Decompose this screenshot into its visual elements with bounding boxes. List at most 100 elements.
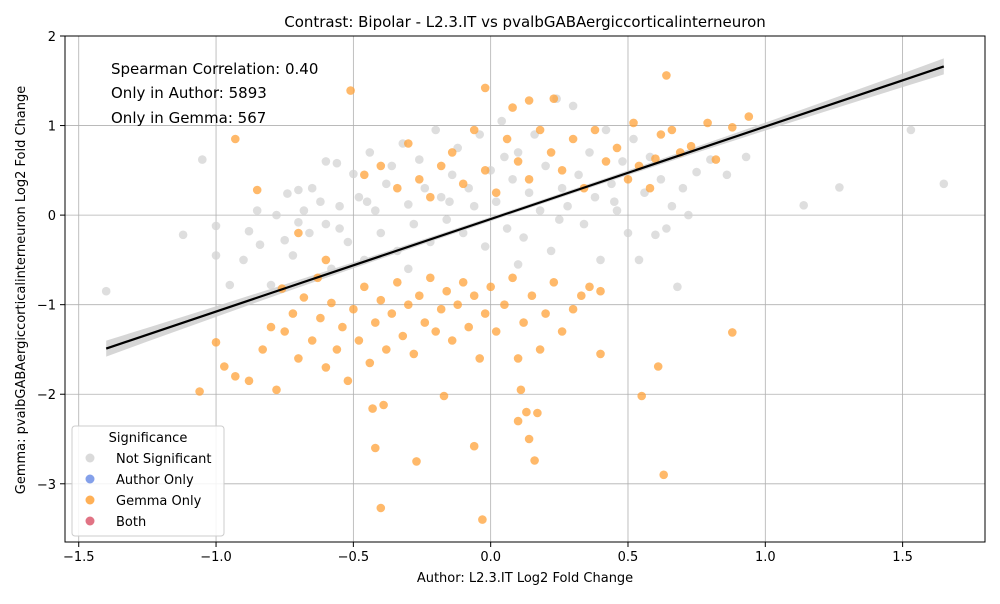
data-point <box>393 278 402 287</box>
data-point <box>349 169 358 179</box>
data-point <box>728 328 737 337</box>
data-point <box>368 404 377 413</box>
data-point <box>610 197 619 206</box>
x-axis-ticks: −1.5 −1.0 −0.5 0.0 0.5 1.0 1.5 <box>63 542 913 565</box>
data-point <box>475 354 485 363</box>
series-gemma-only <box>195 71 754 524</box>
legend-title: Significance <box>109 431 188 446</box>
data-point <box>436 192 446 202</box>
data-point <box>491 327 501 336</box>
data-point <box>453 300 463 310</box>
data-point <box>332 345 342 354</box>
data-point <box>692 167 701 177</box>
data-point <box>431 125 441 135</box>
legend-marker <box>85 474 95 484</box>
data-point <box>656 130 666 139</box>
data-point <box>439 391 449 401</box>
legend-marker <box>85 495 95 505</box>
x-tick-label: −1.0 <box>200 550 232 565</box>
data-point <box>335 224 344 233</box>
data-point <box>577 291 586 301</box>
data-point <box>436 304 446 314</box>
data-point <box>662 224 671 233</box>
data-point <box>294 218 303 227</box>
data-point <box>458 179 468 189</box>
data-point <box>404 200 413 209</box>
data-point <box>530 456 539 465</box>
y-tick-label: 1 <box>48 120 56 135</box>
data-point <box>497 116 507 126</box>
spearman-annotation: Spearman Correlation: 0.40 <box>111 60 318 78</box>
data-point <box>541 161 550 171</box>
data-point <box>480 166 490 175</box>
y-tick-label: −1 <box>37 299 56 314</box>
data-point <box>415 175 424 184</box>
data-point <box>382 179 391 189</box>
data-point <box>491 188 501 197</box>
data-point <box>305 228 314 238</box>
data-point <box>744 112 754 121</box>
data-point <box>513 354 523 363</box>
data-point <box>294 354 303 363</box>
x-axis-label: Author: L2.3.IT Log2 Fold Change <box>417 571 633 586</box>
x-tick-label: −0.5 <box>338 550 370 565</box>
data-point <box>480 242 490 251</box>
data-point <box>288 309 298 318</box>
y-tick-label: 2 <box>48 30 56 45</box>
data-point <box>458 278 468 287</box>
y-tick-label: 0 <box>48 209 56 224</box>
data-point <box>426 192 435 202</box>
data-point <box>612 143 622 153</box>
legend-marker <box>85 516 95 526</box>
data-point <box>524 96 534 105</box>
data-point <box>436 161 446 171</box>
data-point <box>415 155 424 164</box>
data-point <box>294 185 303 195</box>
data-point <box>480 83 490 93</box>
data-point <box>645 183 655 193</box>
data-point <box>667 201 677 211</box>
legend-box <box>71 425 225 537</box>
data-point <box>231 134 240 144</box>
data-point <box>382 345 391 354</box>
data-point <box>299 293 309 302</box>
data-point <box>524 175 534 184</box>
data-point <box>442 286 452 296</box>
data-point <box>288 251 298 260</box>
data-point <box>508 175 517 184</box>
data-point <box>596 255 605 265</box>
data-point <box>469 125 479 135</box>
data-point <box>420 318 430 327</box>
data-point <box>343 376 353 386</box>
data-point <box>653 362 663 371</box>
y-tick-label: −2 <box>37 388 56 403</box>
data-point <box>409 349 419 359</box>
data-point <box>376 503 386 513</box>
data-point <box>500 300 509 310</box>
data-point <box>252 185 262 195</box>
data-point <box>555 215 564 224</box>
data-point <box>404 139 413 148</box>
data-point <box>360 170 369 180</box>
data-point <box>220 362 229 371</box>
data-point <box>486 282 496 292</box>
legend-label: Gemma Only <box>116 494 202 509</box>
data-point <box>651 230 660 240</box>
data-point <box>349 304 358 314</box>
data-point <box>458 228 468 238</box>
legend: Significance Not Significant Author Only G… <box>71 425 225 537</box>
data-point <box>939 179 949 189</box>
data-point <box>541 309 550 318</box>
x-tick-label: −1.5 <box>63 550 95 565</box>
data-point <box>502 224 512 233</box>
data-point <box>618 157 627 166</box>
legend-marker <box>85 453 95 463</box>
data-point <box>178 230 188 240</box>
legend-label: Not Significant <box>116 452 212 467</box>
data-point <box>398 331 408 341</box>
data-point <box>585 282 594 292</box>
data-point <box>522 407 531 417</box>
y-axis-label: Gemma: pvalbGABAergiccorticalinterneuron… <box>14 86 29 495</box>
data-point <box>371 318 380 327</box>
data-point <box>519 318 528 327</box>
